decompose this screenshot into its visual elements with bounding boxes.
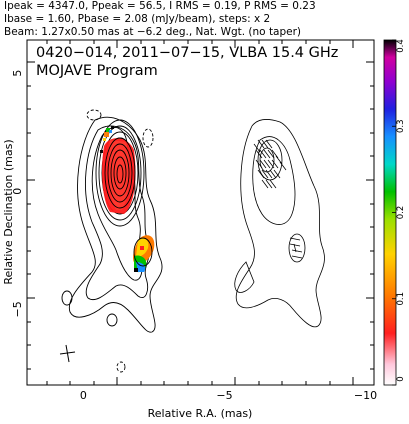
evpa-ticks-knot	[289, 237, 303, 259]
isolated-contour-right	[106, 313, 118, 327]
intensity-contour-outer	[68, 116, 163, 333]
header-line-1: Ipeak = 4347.0, Ppeak = 56.5, I RMS = 0.…	[4, 0, 316, 12]
negative-contour-3	[116, 361, 126, 373]
total-intensity-panel	[59, 109, 163, 373]
header-line-3: Beam: 1.27x0.50 mas at −6.2 deg., Nat. W…	[4, 26, 301, 38]
pol-contour-outer	[235, 118, 325, 328]
y-tick-label: 0	[11, 188, 24, 195]
isolated-contour-left	[61, 290, 73, 306]
plot-frame	[26, 39, 375, 386]
y-tick-label: 5	[11, 70, 24, 77]
core-contour-1	[95, 119, 145, 227]
colorbar-tick-label: 0.3	[396, 119, 406, 133]
x-tick-label: −5	[216, 389, 232, 402]
pol-contour-core	[259, 147, 275, 173]
pol-contour-knot	[288, 233, 306, 263]
intensity-contour-2	[85, 125, 151, 300]
x-tick-label: −10	[354, 389, 377, 402]
knot-contour	[133, 237, 153, 267]
colorbar-ticks: 0 0.1 0.2 0.3 0.4	[392, 39, 406, 386]
negative-contour-1	[86, 109, 102, 121]
x-tick-label: 0	[80, 389, 87, 402]
evpa-ticks-core	[253, 139, 287, 189]
header-line-2: Ibase = 1.60, Pbase = 2.08 (mJy/beam), s…	[4, 13, 270, 25]
negative-contour-2	[142, 128, 154, 148]
y-tick-label: −5	[11, 301, 24, 317]
beam-marker	[59, 344, 76, 363]
core-contour-2	[98, 125, 142, 221]
source-title: 0420−014, 2011−07−15, VLBA 15.4 GHz	[36, 45, 338, 61]
frame-ticks	[27, 40, 374, 385]
y-axis-label: Relative Declination (mas)	[2, 139, 15, 284]
x-tick-labels: 0 −5 −10	[80, 389, 377, 402]
polarized-intensity-panel	[234, 118, 325, 328]
core-contour-3	[101, 131, 139, 215]
pol-contour-tail	[234, 261, 255, 293]
y-tick-labels: 5 0 −5	[11, 70, 24, 318]
program-label: MOJAVE Program	[36, 63, 158, 79]
pol-contour-mid	[252, 136, 296, 225]
colorbar-tick-label: 0.1	[396, 292, 406, 306]
colorbar-tick-label: 0.2	[396, 206, 406, 220]
knot-polarization-colour	[133, 235, 155, 273]
colorbar-tick-label: 0	[396, 376, 406, 381]
x-axis-label: Relative R.A. (mas)	[148, 407, 253, 420]
colorbar-tick-label: 0.4	[396, 39, 406, 53]
core-contour-overlay	[104, 137, 136, 209]
